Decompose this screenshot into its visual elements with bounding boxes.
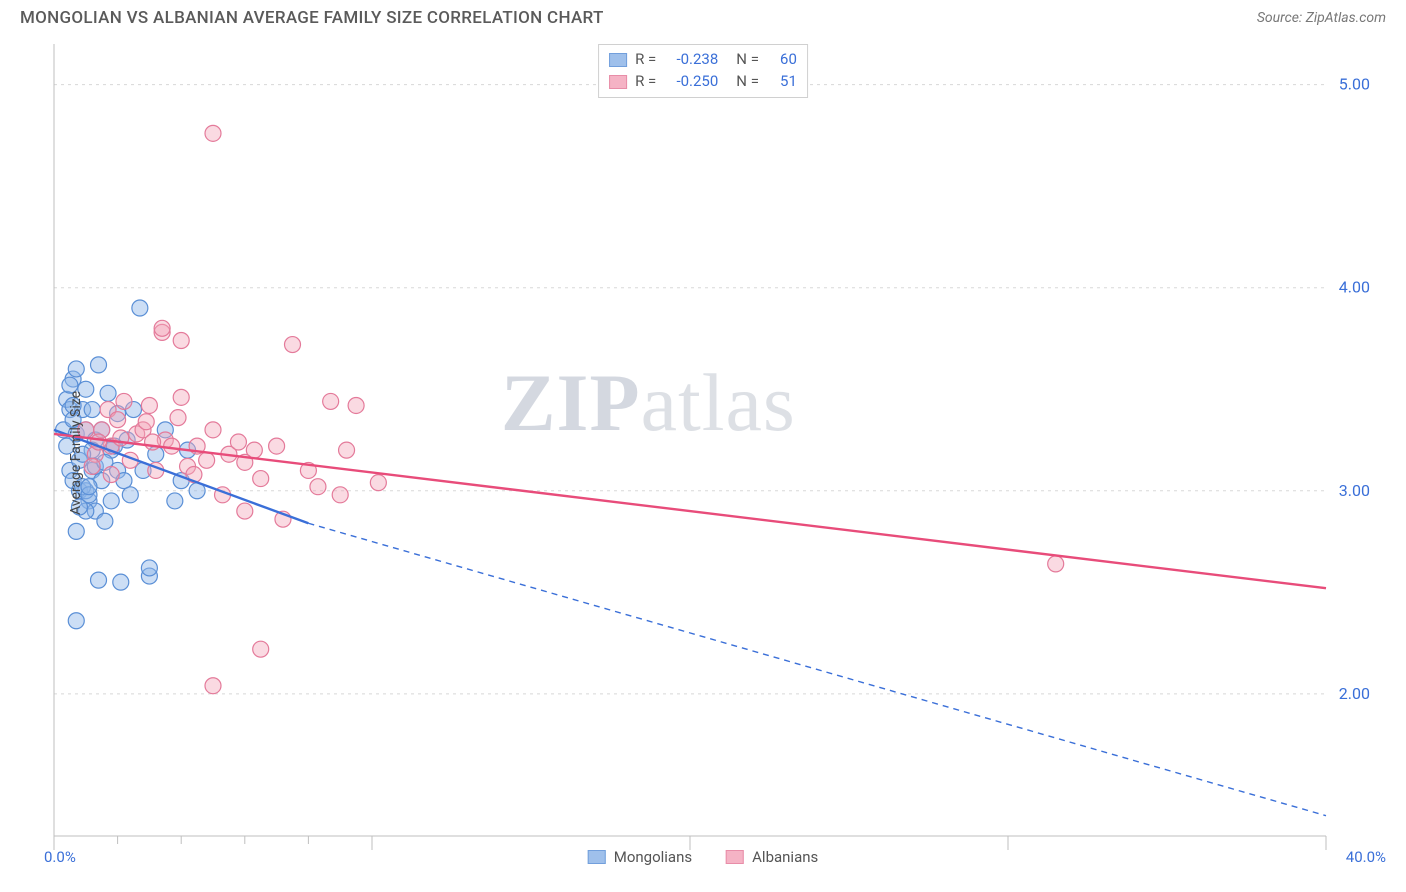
correlation-legend: R = -0.238 N = 60 R = -0.250 N = 51	[598, 44, 808, 98]
swatch-albanians	[726, 850, 744, 864]
swatch-mongolians	[588, 850, 606, 864]
svg-text:3.00: 3.00	[1339, 481, 1370, 500]
svg-text:4.00: 4.00	[1339, 278, 1370, 297]
svg-text:5.00: 5.00	[1339, 75, 1370, 94]
swatch-albanians	[609, 75, 627, 89]
scatter-chart-svg: 2.00 3.00 4.00 5.00	[20, 40, 1386, 866]
chart-header: MONGOLIAN VS ALBANIAN AVERAGE FAMILY SIZ…	[0, 0, 1406, 34]
swatch-mongolians	[609, 53, 627, 67]
chart-area: Average Family Size 2.003.004.005.00 ZIP…	[20, 40, 1386, 866]
x-axis-start-label: 0.0%	[44, 848, 76, 866]
series-legend: Mongolians Albanians	[588, 848, 819, 866]
correlation-row-albanians: R = -0.250 N = 51	[609, 71, 797, 93]
x-axis-end-label: 40.0%	[1346, 848, 1386, 866]
legend-item-mongolians: Mongolians	[588, 848, 692, 866]
legend-item-albanians: Albanians	[726, 848, 818, 866]
chart-source: Source: ZipAtlas.com	[1257, 10, 1386, 26]
chart-title: MONGOLIAN VS ALBANIAN AVERAGE FAMILY SIZ…	[20, 8, 604, 28]
svg-text:2.00: 2.00	[1339, 684, 1370, 703]
y-axis-label: Average Family Size	[68, 391, 84, 515]
correlation-row-mongolians: R = -0.238 N = 60	[609, 49, 797, 71]
